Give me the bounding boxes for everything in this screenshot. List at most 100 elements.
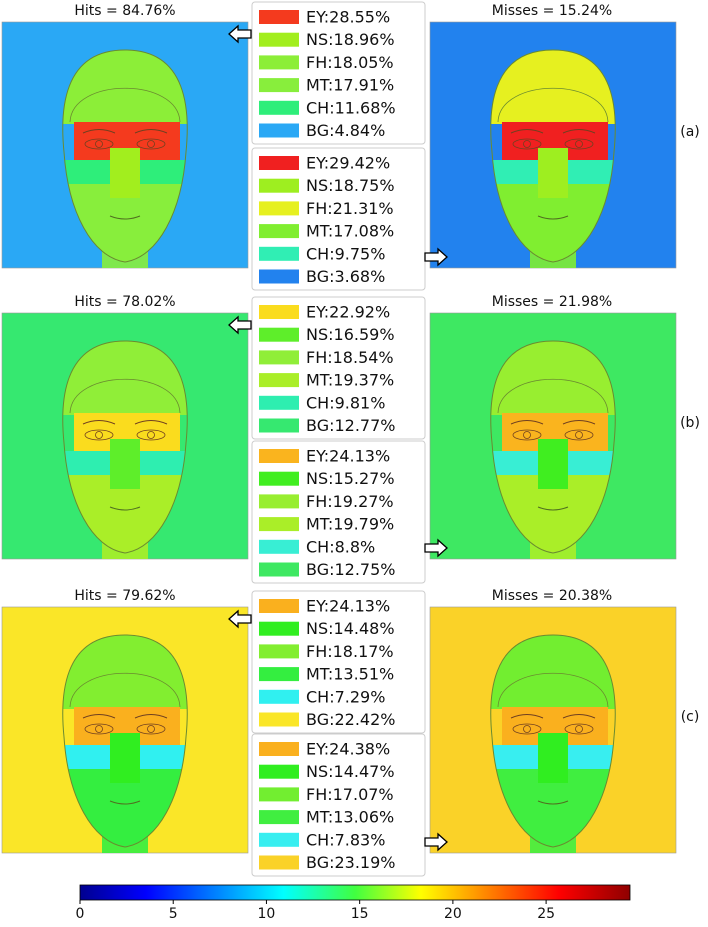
legend-label: BG:4.84% [306, 121, 385, 140]
legend-swatch [259, 449, 299, 463]
arrow [424, 247, 448, 267]
legend-swatch [259, 373, 299, 388]
legend-swatch [259, 644, 299, 659]
misses-title: Misses = 20.38% [492, 588, 612, 604]
brow [134, 420, 168, 425]
face-outline [490, 340, 616, 554]
legend-swatch [259, 395, 299, 410]
legend-swatch [259, 78, 299, 93]
mouth [109, 506, 141, 511]
brow [82, 420, 116, 425]
legend-label: BG:12.75% [306, 560, 396, 579]
iris [575, 431, 583, 439]
legend-swatch [259, 539, 299, 554]
legend-label: CH:7.29% [306, 687, 385, 706]
face-regions [62, 50, 188, 262]
legend-label: FH:18.54% [306, 348, 394, 367]
legend-label: NS:14.47% [306, 762, 395, 781]
iris [147, 431, 155, 439]
legend-label: EY:24.38% [306, 740, 390, 759]
legend-label: FH:17.07% [306, 785, 394, 804]
legend-label: FH:18.17% [306, 642, 394, 661]
legend-label: CH:9.75% [306, 244, 385, 263]
brow [82, 714, 116, 719]
mouth [537, 800, 569, 805]
legend-swatch [259, 621, 299, 636]
iris [523, 725, 531, 733]
hairline [69, 673, 181, 708]
legend-swatch [259, 855, 299, 870]
iris [147, 140, 155, 148]
iris [95, 140, 103, 148]
legend-swatch [259, 55, 299, 70]
mouth [537, 506, 569, 511]
legend-swatch [259, 667, 299, 682]
legend-label: EY:24.13% [306, 597, 390, 616]
iris [523, 431, 531, 439]
colorbar-tick-label: 15 [351, 906, 369, 922]
legend-label: EY:24.13% [306, 447, 390, 466]
eye [512, 429, 542, 441]
brow [82, 129, 116, 134]
legend-swatch [259, 201, 299, 216]
brow [562, 420, 596, 425]
eye [564, 723, 594, 735]
colorbar-tick-label: 5 [169, 906, 178, 922]
iris [575, 725, 583, 733]
arrow [228, 315, 252, 335]
colorbar-tick-label: 0 [76, 906, 85, 922]
misses-title: Misses = 21.98% [492, 294, 612, 310]
eye [136, 723, 166, 735]
iris [95, 431, 103, 439]
legend-label: EY:22.92% [306, 303, 390, 322]
legend-swatch [259, 742, 299, 756]
legend-label: BG:23.19% [306, 853, 396, 872]
brow [562, 714, 596, 719]
eye [564, 429, 594, 441]
eye [512, 138, 542, 150]
row-label: (b) [680, 415, 700, 431]
legend-label: CH:9.81% [306, 393, 385, 412]
legend-swatch [259, 123, 299, 138]
brow [510, 420, 544, 425]
legend-swatch [259, 764, 299, 779]
face-panel [429, 21, 677, 269]
face-panel [429, 312, 677, 560]
iris [575, 140, 583, 148]
row-label: (a) [680, 124, 700, 140]
legend-label: NS:14.48% [306, 619, 395, 638]
hairline [69, 379, 181, 414]
nose-region [538, 439, 568, 489]
legend-label: NS:16.59% [306, 325, 395, 344]
face-panel [1, 21, 249, 269]
legend-label: CH:8.8% [306, 537, 375, 556]
legend-swatch [259, 246, 299, 261]
hairline [497, 673, 609, 708]
iris [147, 725, 155, 733]
mouth [109, 800, 141, 805]
row-label: (c) [681, 709, 700, 725]
legend-swatch [259, 810, 299, 825]
legend-swatch [259, 418, 299, 433]
legend-label: BG:12.77% [306, 416, 396, 435]
eye [84, 723, 114, 735]
brow [562, 129, 596, 134]
hairline [497, 379, 609, 414]
legend-label: EY:28.55% [306, 8, 390, 27]
arrow [228, 609, 252, 629]
legend-swatch [259, 832, 299, 847]
iris [95, 725, 103, 733]
eye [512, 723, 542, 735]
hairline [497, 88, 609, 123]
legend-label: BG:22.42% [306, 710, 396, 729]
legend-label: MT:13.06% [306, 808, 394, 827]
legend-swatch [259, 305, 299, 319]
nose-region [538, 148, 568, 198]
legend-swatch [259, 471, 299, 486]
arrow [228, 24, 252, 44]
legend-label: MT:19.79% [306, 515, 394, 534]
brow [134, 129, 168, 134]
brow [134, 714, 168, 719]
nose-region [110, 733, 140, 783]
eye [84, 138, 114, 150]
